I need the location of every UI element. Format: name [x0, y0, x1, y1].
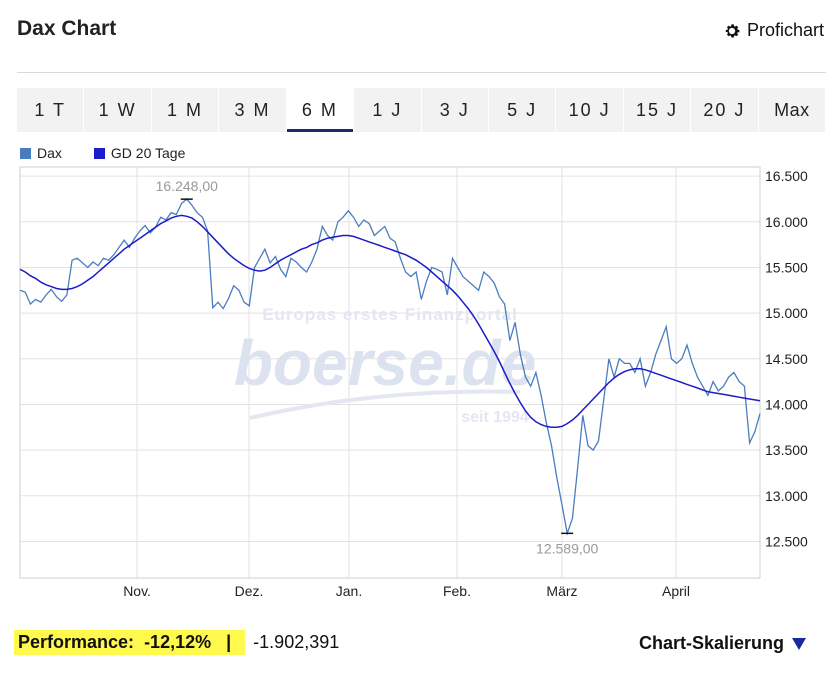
tab-5j[interactable]: 5 J — [489, 88, 557, 132]
profichart-label: Profichart — [746, 20, 824, 40]
gear-icon — [725, 23, 740, 37]
watermark-since: seit 1994 — [461, 409, 529, 426]
legend-item-gd20[interactable]: GD 20 Tage — [93, 145, 186, 161]
page-title: Dax Chart — [17, 17, 117, 40]
triangle-down-icon — [792, 637, 806, 650]
y-tick-label: 13.000 — [765, 488, 808, 504]
performance-value: -12,12% — [144, 632, 212, 652]
y-tick-label: 14.500 — [765, 351, 808, 367]
tab-6m[interactable]: 6 M — [286, 88, 355, 132]
performance-row: Performance: -12,12% | -1.902,391 — [14, 630, 339, 655]
tab-20j[interactable]: 20 J — [691, 88, 759, 132]
y-tick-label: 15.000 — [765, 305, 808, 321]
separator: | — [226, 632, 232, 652]
x-tick-label: Jan. — [336, 583, 362, 599]
x-tick-label: Nov. — [123, 583, 151, 599]
x-tick-label: April — [662, 583, 690, 599]
y-tick-label: 16.000 — [765, 214, 808, 230]
legend-swatch-dax — [20, 147, 31, 159]
legend-label-gd20: GD 20 Tage — [110, 145, 186, 161]
y-tick-label: 14.000 — [765, 396, 808, 412]
points-value: -1.902,391 — [253, 632, 340, 652]
divider — [17, 72, 826, 73]
tab-max[interactable]: Max — [774, 99, 810, 120]
legend-item-dax[interactable]: Dax — [20, 145, 62, 161]
watermark-logo: boerse.de — [234, 327, 536, 399]
min-label: 12.589,00 — [536, 540, 598, 556]
x-tick-label: Feb. — [443, 583, 471, 599]
tab-1t[interactable]: 1 T — [17, 88, 85, 132]
y-tick-label: 13.500 — [765, 442, 808, 458]
dax-chart: 12.500 13.000 13.500 14.000 14.500 15.000 15.5… — [19, 166, 808, 599]
chart-skalierung-button[interactable]: Chart-Skalierung — [639, 633, 806, 654]
legend-swatch-gd20 — [93, 147, 105, 159]
performance-highlight: Performance: -12,12% | — [14, 630, 246, 655]
chart-skalierung-label: Chart-Skalierung — [638, 633, 784, 653]
tab-1w[interactable]: 1 W — [84, 88, 152, 132]
tab-1j[interactable]: 1 J — [354, 88, 422, 132]
tab-3j[interactable]: 3 J — [422, 88, 489, 132]
profichart-button[interactable]: Profichart — [723, 20, 824, 41]
x-tick-label: März — [546, 583, 577, 599]
tab-1m[interactable]: 1 M — [152, 88, 220, 132]
chart-legend: Dax GD 20 Tage — [20, 145, 185, 161]
dax-line — [19, 198, 761, 536]
tab-10j[interactable]: 10 J — [556, 88, 624, 132]
y-tick-label: 15.500 — [765, 259, 808, 275]
gd20-line — [19, 214, 761, 429]
tab-15j[interactable]: 15 J — [624, 88, 692, 132]
performance-label: Performance: — [18, 632, 135, 652]
y-tick-label: 16.500 — [765, 168, 808, 184]
watermark-tagline: Europas erstes Finanzportal — [262, 305, 518, 324]
x-tick-label: Dez. — [235, 583, 264, 599]
y-tick-label: 12.500 — [765, 533, 808, 549]
tab-3m[interactable]: 3 M — [219, 88, 287, 132]
watermark-swoosh — [249, 389, 521, 420]
max-label: 16.248,00 — [156, 178, 218, 194]
legend-label-dax: Dax — [37, 145, 62, 161]
